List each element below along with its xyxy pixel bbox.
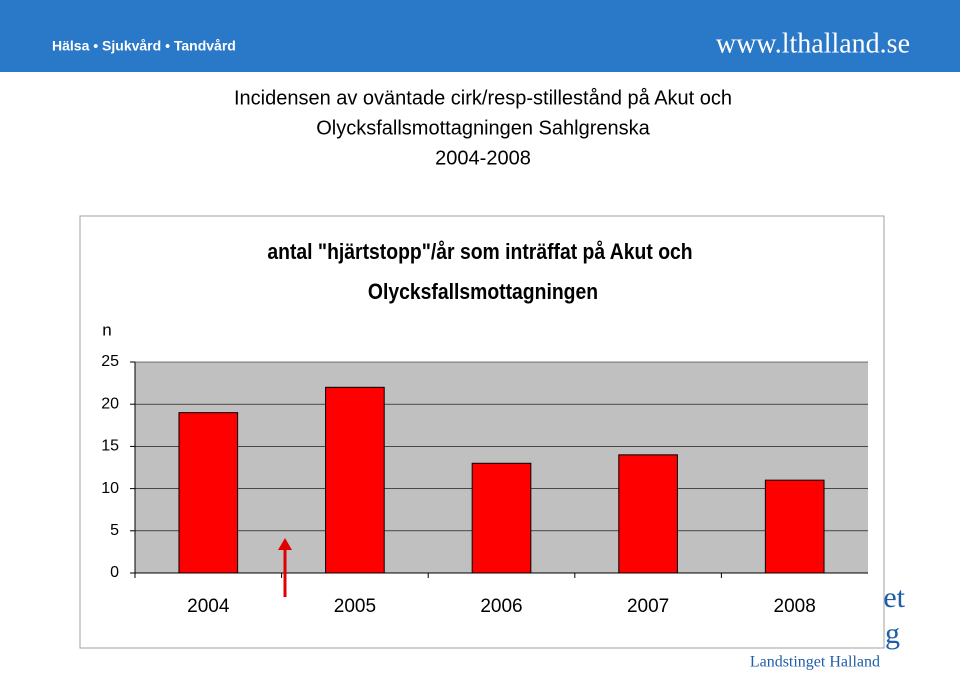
header-url: www.lthalland.se xyxy=(716,28,910,59)
x-tick-label: 2007 xyxy=(627,596,669,617)
y-tick-label: 10 xyxy=(101,480,119,497)
logo-fragment: g xyxy=(885,617,900,650)
y-tick-label: 20 xyxy=(101,395,119,412)
header-bar xyxy=(0,0,960,72)
arrow-head xyxy=(278,538,292,550)
bar xyxy=(325,386,385,574)
y-tick-label: 0 xyxy=(110,564,119,581)
header-left: Hälsa • Sjukvård • Tandvård xyxy=(52,38,236,54)
bar xyxy=(471,462,532,574)
bar xyxy=(618,454,678,574)
chart-title: antal "hjärtstopp"/år som inträffat på A… xyxy=(267,240,692,264)
logo-fragment: et xyxy=(883,581,905,614)
slide-title: 2004-2008 xyxy=(435,147,531,169)
y-tick-label: 15 xyxy=(101,438,119,455)
bar xyxy=(178,412,239,574)
x-tick-label: 2008 xyxy=(774,596,816,617)
chart-title: Olycksfallsmottagningen xyxy=(368,280,598,304)
bar xyxy=(764,479,825,574)
slide-title: Olycksfallsmottagningen Sahlgrenska xyxy=(316,117,650,139)
logo-name: Landstinget Halland xyxy=(750,654,880,671)
x-tick-label: 2006 xyxy=(480,596,522,617)
x-tick-label: 2005 xyxy=(334,596,376,617)
y-tick-label: 5 xyxy=(110,522,119,539)
slide-title: Incidensen av oväntade cirk/resp-stilles… xyxy=(234,87,732,109)
y-tick-label: 25 xyxy=(101,353,119,370)
chart: 0 5 10 15 20 25 2004 2005 2006 2007 2008 xyxy=(101,353,868,617)
y-axis-label: n xyxy=(102,320,111,339)
x-tick-label: 2004 xyxy=(187,596,230,617)
